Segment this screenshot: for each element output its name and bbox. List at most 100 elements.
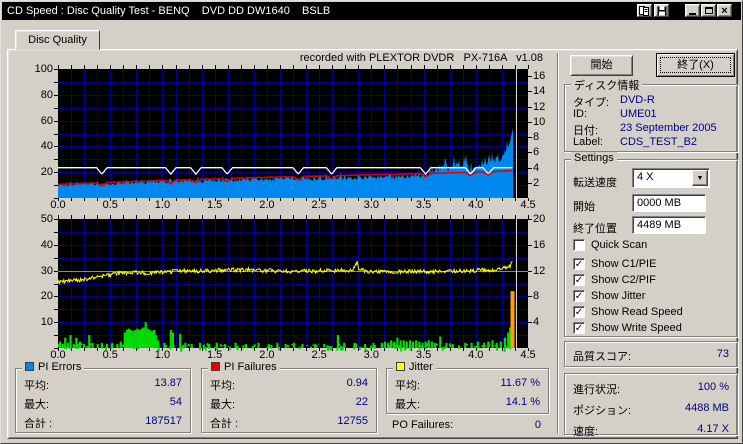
axis-tick-label: 2.0 [259,199,275,211]
progress-group: 進行状況: 100 % ポジション: 4488 MB 速度: 4.17 X [564,373,738,438]
close-button[interactable]: × [717,4,732,17]
axis-tick-label: 100 [34,63,53,75]
axis-tick-label: 2.0 [259,349,275,361]
panel-divider [557,53,559,434]
checkbox-box[interactable]: ✓ [573,290,585,302]
stats-group-title: PI Failures [208,361,280,373]
axis-tick-label: 20 [40,290,53,303]
axis-tick-label: 1.5 [207,199,223,211]
axis-tick-label: 40 [40,140,53,153]
axis-tick-label: 2.5 [311,199,327,211]
progress-row-value: 4.17 X [697,423,729,435]
exit-button-label: 終了(X) [677,59,714,71]
checkbox-box[interactable]: ✓ [573,306,585,318]
disc-info-row: タイプ: DVD-R [573,94,729,109]
speed-combobox[interactable]: 4 X ▼ [632,168,710,188]
stat-row-value: 187517 [145,415,182,427]
progress-row-label: 速度: [573,426,599,438]
copy-button[interactable] [637,4,652,17]
axis-tick-label: 10 [533,115,546,128]
stats-group-pi-failures: PI Failures 平均: 0.94 最大: 22 合計 : 12755 [201,361,377,433]
start-button[interactable]: 開始 [570,55,633,76]
progress-row-value: 4488 MB [684,402,729,414]
checkbox-box[interactable] [573,239,585,251]
settings-title: Settings [571,152,617,164]
stat-row-label: 合計 : [24,418,53,430]
axis-tick-label: 4 [533,161,540,174]
minimize-icon [689,12,696,15]
start-position-field[interactable]: 0000 MB [632,194,706,212]
checkbox-show-c2-pif[interactable]: ✓ Show C2/PIF [573,274,723,288]
disc-info-row-value: CDS_TEST_B2 [620,136,698,148]
stat-row-value: 54 [169,396,182,408]
axis-tick-label: 16 [533,70,546,82]
axis-tick-label: 3.0 [363,349,379,361]
checkbox-label: Quick Scan [591,239,648,251]
maximize-button[interactable] [701,4,716,17]
disc-info-row-label: 日付: [573,125,599,137]
disc-info-row: ID: UME01 [573,108,729,121]
disc-info-row-label: Label: [573,136,603,148]
axis-tick-label: 3.5 [415,349,432,361]
disc-info-row-label: タイプ: [573,97,610,109]
disc-info-row-value: 23 September 2005 [620,122,717,134]
exit-button-focus: 終了(X) [660,57,731,73]
window-title: CD Speed : Disc Quality Test - BENQ DVD … [7,5,331,17]
axis-tick-label: 20 [40,166,53,179]
progress-row-label: 進行状況: [573,384,621,396]
axis-tick-label: 0.0 [50,199,66,211]
end-position-field[interactable]: 4489 MB [632,216,706,234]
axis-tick-label: 0.5 [102,199,118,211]
save-icon [657,6,666,15]
exit-button[interactable]: 終了(X) [656,53,735,77]
axis-tick-label: 14 [533,85,546,98]
checkbox-show-c1-pie[interactable]: ✓ Show C1/PIE [573,258,723,272]
axis-tick-label: 20 [533,213,546,225]
checkbox-box[interactable]: ✓ [573,322,585,334]
axis-tick-label: 40 [40,238,53,251]
save-button[interactable] [654,4,669,17]
checkbox-show-read-speed[interactable]: ✓ Show Read Speed [573,306,723,320]
stats-group-title: PI Errors [22,361,85,373]
end-position-label: 終了位置 [573,223,617,235]
axis-tick-label: 4.0 [468,349,484,361]
checkbox-quick-scan[interactable]: Quick Scan [573,239,723,253]
minimize-button[interactable] [685,4,700,17]
tab-disc-quality[interactable]: Disc Quality [15,30,100,50]
axis-tick-label: 4.5 [520,199,536,211]
start-button-label: 開始 [590,59,613,71]
close-icon: × [721,4,728,17]
axis-tick-label: 3.0 [363,199,379,211]
start-position-label: 開始 [573,201,595,213]
stat-row-value: 12755 [337,415,368,427]
recorded-with-label: recorded with PLEXTOR DVDR PX-716A v1.08 [299,52,543,64]
legend-swatch-icon [25,362,34,371]
stat-row-value: 13.87 [154,377,182,389]
disc-info-row: Label: CDS_TEST_B2 [573,136,729,149]
checkbox-show-jitter[interactable]: ✓ Show Jitter [573,290,723,304]
speed-label: 転送速度 [573,177,617,189]
disc-info-row: 日付: 23 September 2005 [573,122,729,137]
stat-row-label: 平均: [395,380,421,392]
combo-dropdown-button[interactable]: ▼ [692,170,708,186]
axis-tick-label: 1.5 [207,349,223,361]
quality-score-value: 73 [716,348,729,360]
axis-tick-label: 1.0 [154,199,171,211]
end-position-value: 4489 MB [637,219,682,231]
stats-group-jitter: Jitter 平均: 11.67 % 最大: 14.1 % [386,361,549,414]
stat-row-label: 平均: [210,380,236,392]
checkbox-label: Show Jitter [591,290,646,302]
checkbox-box[interactable]: ✓ [573,274,585,286]
axis-tick-label: 80 [40,88,53,101]
stat-row-label: 平均: [24,380,50,392]
checkbox-box[interactable]: ✓ [573,258,585,270]
axis-tick-label: 4.5 [520,349,536,361]
checkbox-label: Show Write Speed [591,322,682,334]
stat-row-label: 合計 : [210,418,239,430]
legend-swatch-icon [211,362,220,371]
checkbox-show-write-speed[interactable]: ✓ Show Write Speed [573,322,723,336]
stat-row-value: 14.1 % [505,396,540,408]
copy-icon [639,5,649,16]
